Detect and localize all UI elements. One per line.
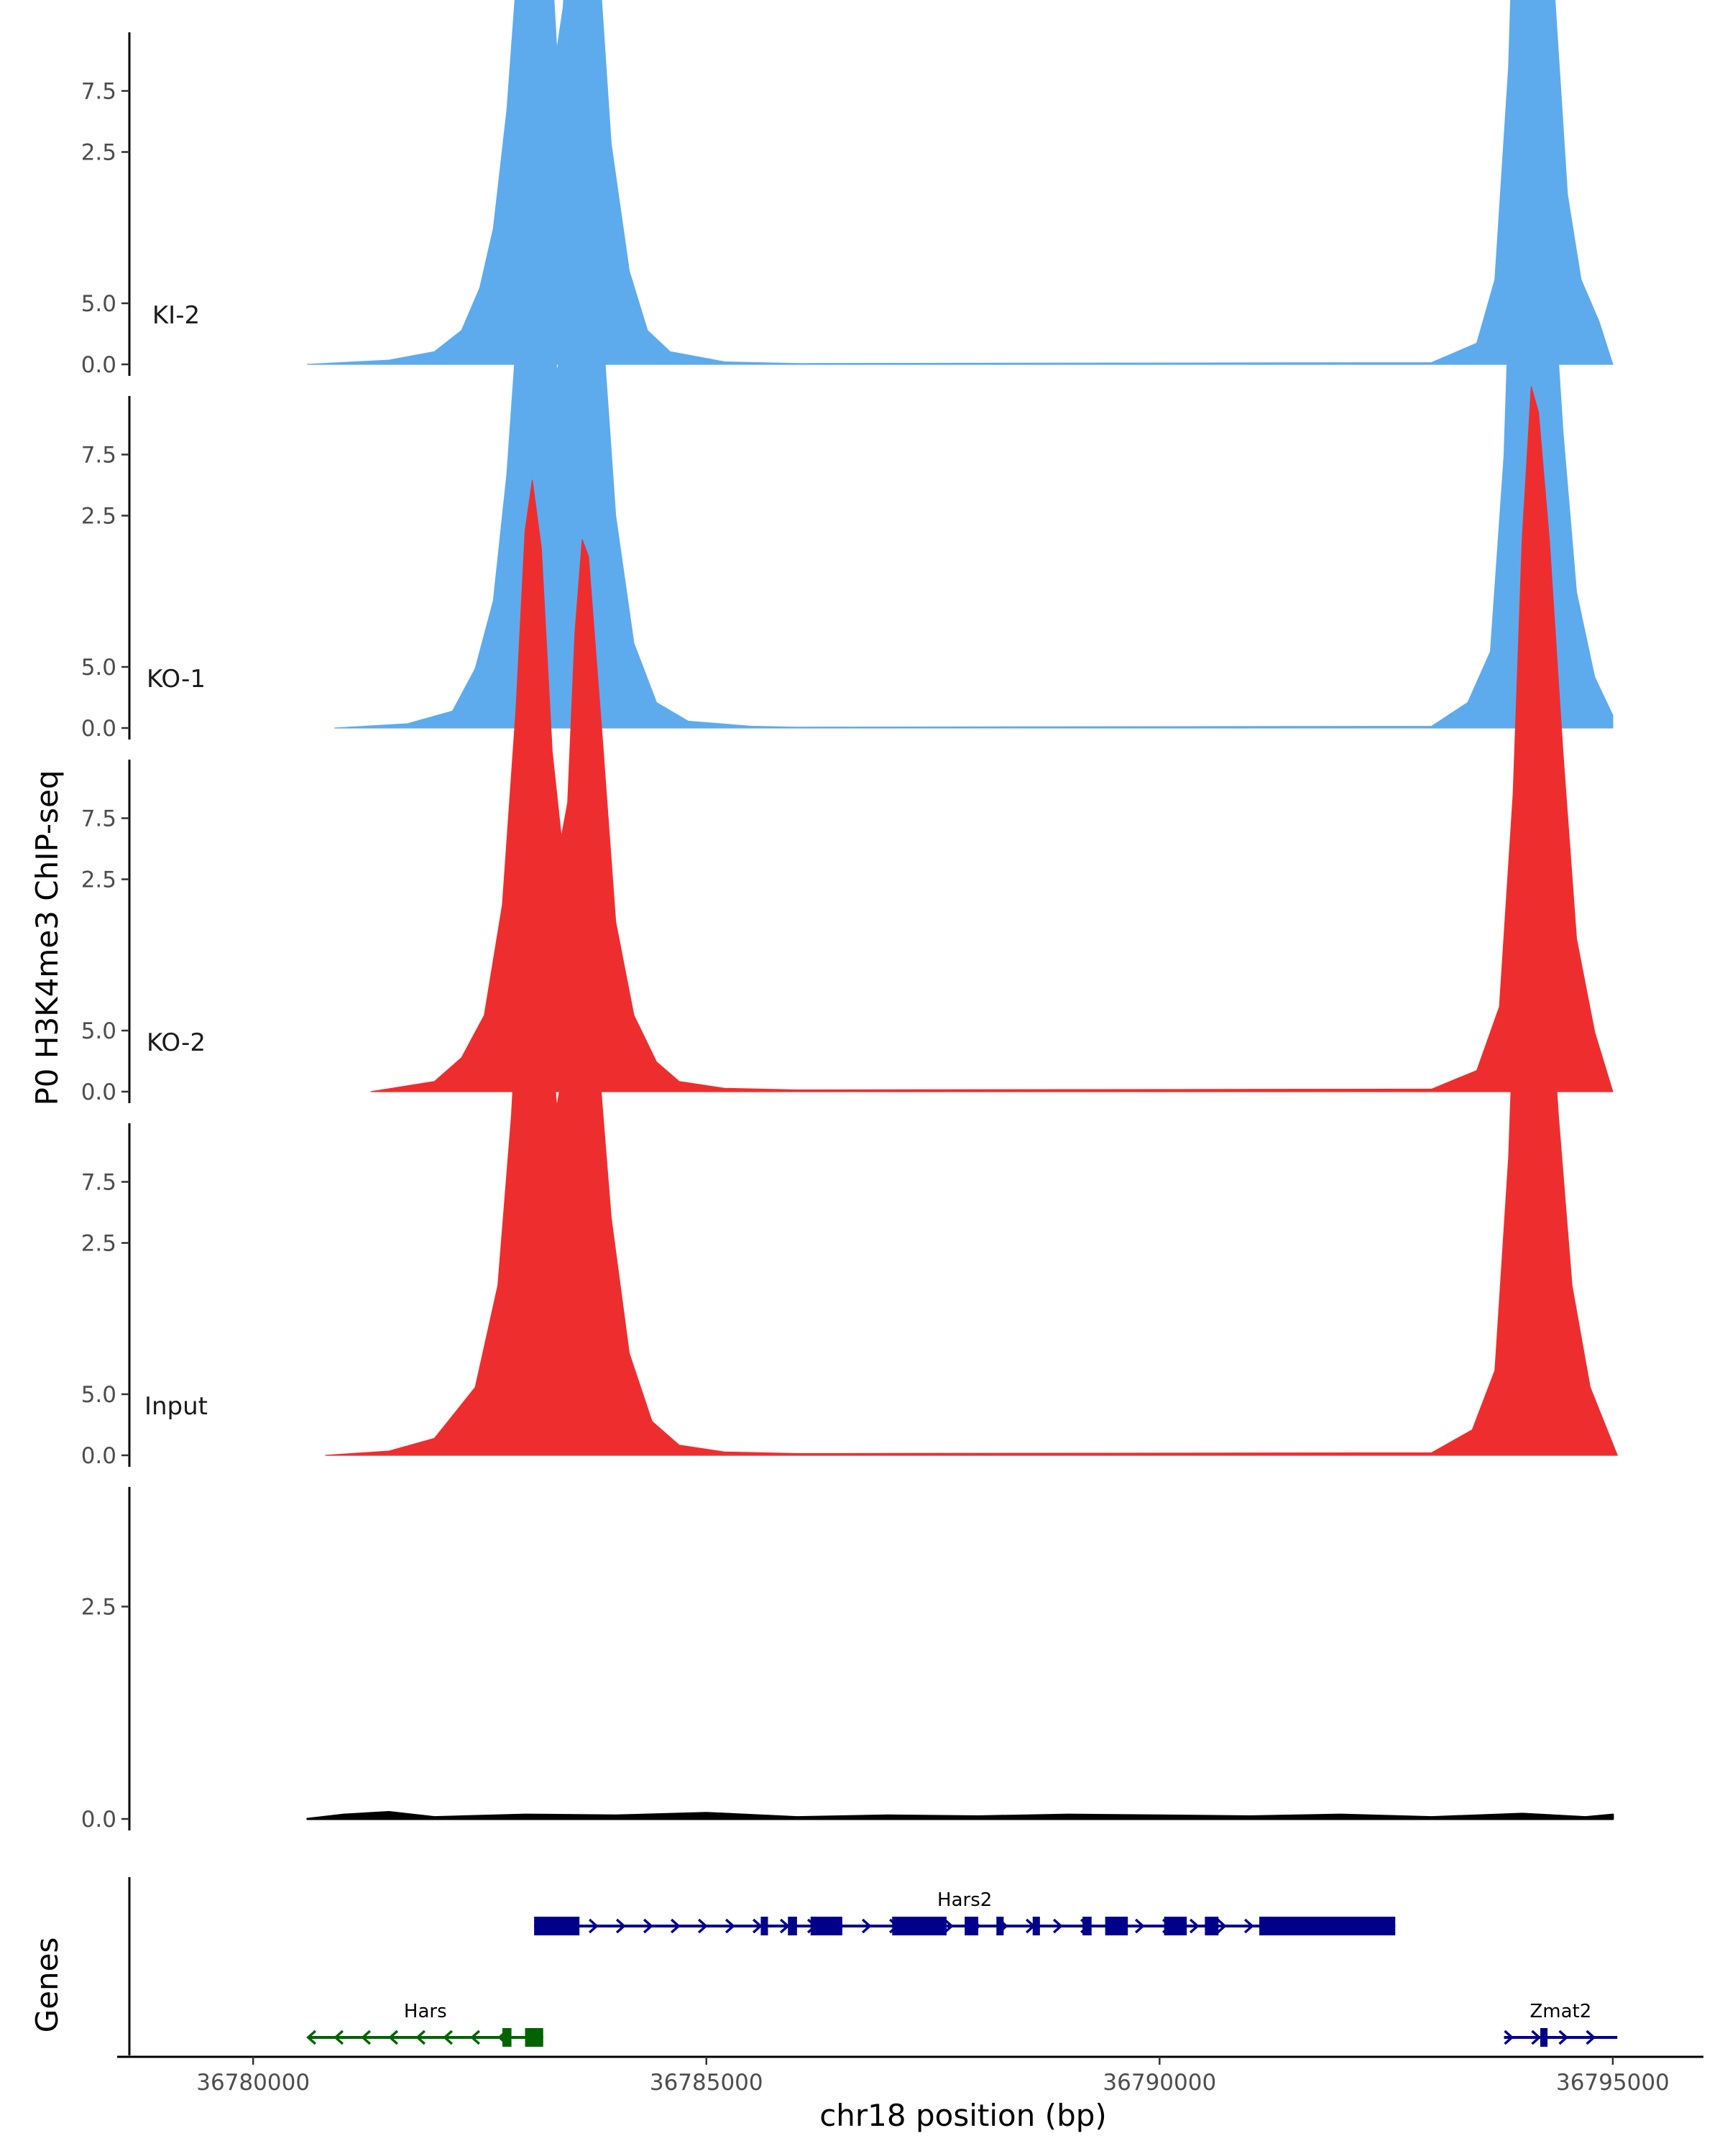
strand-arrow-icon <box>643 1918 653 1934</box>
strand-arrow-icon <box>1558 2030 1569 2045</box>
gene-hars2: Hars2 <box>533 1889 1396 1935</box>
y-tick-label: 2.5 <box>81 1595 116 1621</box>
strand-arrow-icon <box>779 1918 790 1934</box>
strand-arrow-icon <box>588 1918 599 1934</box>
gene-exon <box>1259 1917 1396 1935</box>
x-axis-title: chr18 position (bp) <box>819 2098 1107 2133</box>
gene-exon <box>760 1917 768 1935</box>
x-axis: 36780000 36785000 36790000 36795000 <box>117 2055 1703 2096</box>
x-tick-label: 36795000 <box>1556 2070 1670 2096</box>
track-input: 0.0 2.5 5.0 7.5 Input <box>81 1170 1614 1833</box>
y-tick-label: 7.5 <box>81 1170 116 1196</box>
y-tick-label: 5.0 <box>81 1018 116 1044</box>
gene-exon <box>525 2028 543 2047</box>
gene-annotation-track: Hars2 Hars Zmat2 <box>128 1877 1618 2055</box>
signal-area-ki-2 <box>334 0 1614 729</box>
strand-arrow-icon <box>697 1918 708 1934</box>
y-tick-label: 7.5 <box>81 79 116 105</box>
strand-arrow-icon <box>415 2030 426 2045</box>
gene-exon <box>1164 1917 1187 1935</box>
strand-arrow-icon <box>470 2030 481 2045</box>
y-tick-label: 7.5 <box>81 443 116 469</box>
gene-exon <box>810 1917 842 1935</box>
track-label: KO-1 <box>147 665 206 694</box>
strand-arrow-icon <box>361 2030 372 2045</box>
strand-arrow-icon <box>1134 1918 1145 1934</box>
strand-arrow-icon <box>1243 1918 1254 1934</box>
y-tick-label: 0.0 <box>81 1443 116 1469</box>
track-ki-2: 0.0 2.5 5.0 7.5 KI-2 <box>81 0 1614 742</box>
track-label: Input <box>144 1392 208 1421</box>
strand-arrow-icon <box>724 1918 735 1934</box>
signal-area-ko-2 <box>325 732 1618 1456</box>
strand-arrow-icon <box>388 2030 399 2045</box>
track-ki-1: 0.02.55.07.5KI-1 <box>81 0 1614 378</box>
x-tick-label: 36780000 <box>196 2070 310 2096</box>
y-tick-label: 0.0 <box>81 1807 116 1833</box>
signal-tracks: 0.02.55.07.5KI-10.02.55.07.5KI-20.02.55.… <box>81 0 1618 1833</box>
gene-zmat2: Zmat2 <box>1504 2001 1618 2047</box>
y-tick-label: 5.0 <box>81 291 116 317</box>
strand-arrow-icon <box>1052 1918 1063 1934</box>
strand-arrow-icon <box>1504 2030 1514 2045</box>
strand-arrow-icon <box>615 1918 626 1934</box>
track-ko-1: 0.0 2.5 5.0 7.5 KO-1 <box>81 386 1614 1105</box>
gene-label: Zmat2 <box>1530 2001 1591 2022</box>
strand-arrow-icon <box>1216 1918 1227 1934</box>
y-tick-label: 2.5 <box>81 1231 116 1257</box>
y-tick-label: 0.0 <box>81 1079 116 1105</box>
y-tick-label: 0.0 <box>81 716 116 742</box>
y-tick-label: 0.0 <box>81 352 116 378</box>
strand-arrow-icon <box>752 1918 763 1934</box>
y-tick-label: 2.5 <box>81 867 116 893</box>
gene-exon <box>534 1917 580 1935</box>
y-tick-label: 7.5 <box>81 806 116 832</box>
x-tick-label: 36790000 <box>1103 2070 1216 2096</box>
gene-label: Hars2 <box>937 1889 992 1911</box>
genes-track-title: Genes <box>29 1938 65 2033</box>
strand-arrow-icon <box>1531 2030 1542 2045</box>
strand-arrow-icon <box>943 1918 954 1934</box>
gene-exon <box>1540 2028 1548 2047</box>
strand-arrow-icon <box>1586 2030 1596 2045</box>
gene-exon <box>1105 1917 1128 1935</box>
gene-hars: Hars <box>306 2001 543 2047</box>
strand-arrow-icon <box>306 2030 317 2045</box>
signal-area-input <box>306 1811 1614 1820</box>
gene-exon <box>1205 1917 1219 1935</box>
gene-exon <box>788 1917 797 1935</box>
strand-arrow-icon <box>1189 1918 1200 1934</box>
y-tick-label: 5.0 <box>81 1382 116 1408</box>
strand-arrow-icon <box>670 1918 681 1934</box>
gene-label: Hars <box>404 2001 447 2022</box>
gene-exon <box>1082 1917 1092 1935</box>
strand-arrow-icon <box>861 1918 872 1934</box>
y-tick-label: 2.5 <box>81 504 116 530</box>
track-label: KO-2 <box>147 1028 206 1057</box>
gene-exon <box>996 1917 1004 1935</box>
gene-exon <box>892 1917 947 1935</box>
gene-exon <box>502 2028 512 2047</box>
signal-area-ko-1 <box>370 386 1614 1092</box>
y-tick-label: 2.5 <box>81 140 116 166</box>
gene-exon <box>965 1917 979 1935</box>
y-tick-label: 5.0 <box>81 655 116 681</box>
strand-arrow-icon <box>443 2030 454 2045</box>
gene-exon <box>1032 1917 1040 1935</box>
x-tick-label: 36785000 <box>650 2070 763 2096</box>
track-ko-2: 0.0 2.5 5.0 7.5 KO-2 <box>81 732 1618 1469</box>
y-axis-title: P0 H3K4me3 ChIP-seq <box>29 770 65 1105</box>
track-label: KI-2 <box>152 301 200 330</box>
signal-area-ki-1 <box>307 0 1614 365</box>
strand-arrow-icon <box>334 2030 344 2045</box>
